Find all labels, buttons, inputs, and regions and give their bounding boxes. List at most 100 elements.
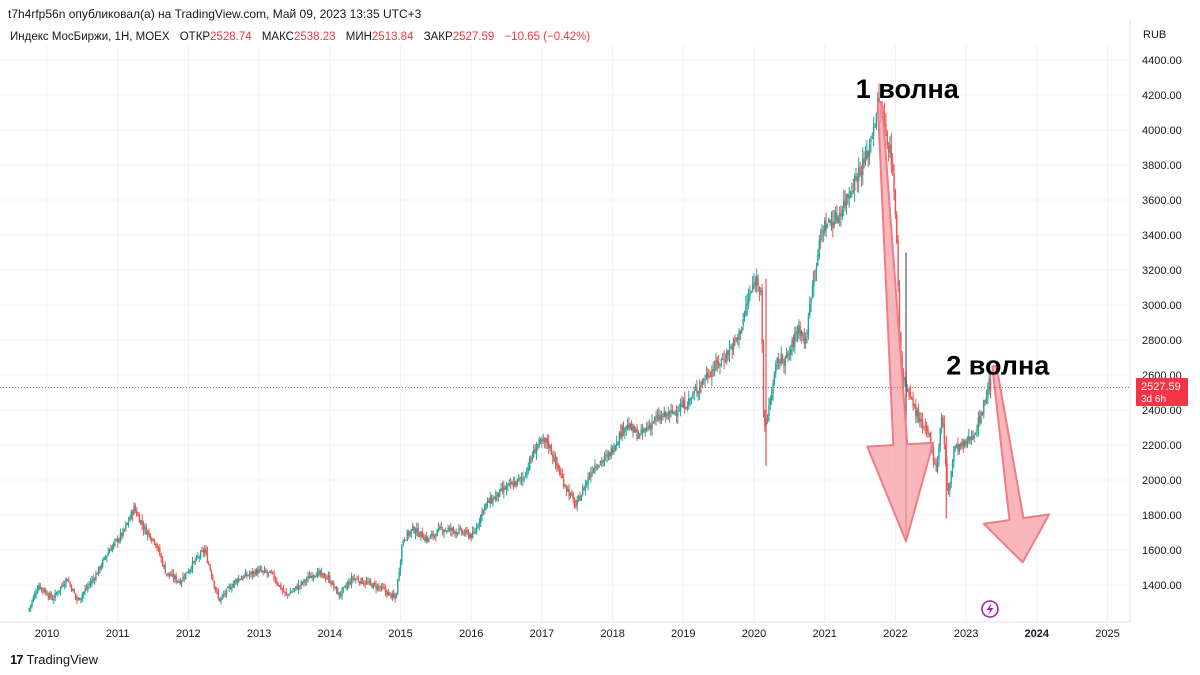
candle-body bbox=[172, 573, 175, 579]
candle-body bbox=[514, 481, 516, 487]
time-tick-label: 2010 bbox=[35, 628, 59, 640]
candle-body bbox=[329, 575, 331, 583]
candle-body bbox=[883, 116, 886, 124]
candle-body bbox=[478, 522, 481, 525]
candle-body bbox=[565, 486, 568, 490]
candle-body bbox=[535, 447, 538, 454]
candle-body bbox=[930, 432, 932, 448]
candle-body bbox=[518, 478, 520, 480]
candle-body bbox=[214, 586, 217, 591]
candle-body bbox=[446, 530, 448, 532]
candle-body bbox=[194, 560, 196, 562]
candle-body bbox=[934, 461, 936, 465]
candle-body bbox=[150, 539, 153, 541]
candle-body bbox=[227, 587, 229, 589]
candle-body bbox=[567, 488, 569, 492]
candle-body bbox=[830, 221, 833, 224]
candle-body bbox=[769, 399, 772, 405]
candle-body bbox=[108, 550, 111, 553]
candle-body bbox=[847, 194, 849, 198]
candle-body bbox=[836, 212, 838, 222]
price-tick-label: 3200.00 bbox=[1142, 265, 1182, 277]
price-tick-label: 4400.00 bbox=[1142, 55, 1182, 67]
candle-body bbox=[909, 392, 912, 397]
candle-body bbox=[716, 359, 718, 364]
candle-body bbox=[713, 369, 716, 372]
candle-body bbox=[327, 576, 330, 578]
candle-body bbox=[726, 351, 728, 362]
candle-body bbox=[504, 487, 506, 490]
candle-body bbox=[202, 550, 205, 553]
candle-body bbox=[974, 433, 977, 435]
candle-body bbox=[855, 176, 857, 178]
candle-body bbox=[853, 175, 856, 191]
candle-body bbox=[235, 579, 237, 582]
candle-body bbox=[766, 414, 769, 422]
candle-body bbox=[46, 591, 48, 596]
candle-body bbox=[148, 532, 150, 534]
lightning-icon[interactable] bbox=[981, 600, 999, 618]
high-label: МАКС bbox=[261, 31, 294, 43]
candle-body bbox=[422, 538, 425, 541]
candle-body bbox=[675, 412, 678, 415]
candle-body bbox=[160, 555, 162, 559]
candle-body bbox=[928, 433, 931, 435]
candle-body bbox=[867, 151, 869, 159]
candle-body bbox=[399, 561, 402, 572]
candle-body bbox=[248, 574, 251, 576]
candle-body bbox=[500, 488, 502, 490]
candle-body bbox=[386, 591, 388, 596]
candle-body bbox=[39, 584, 41, 589]
candle-body bbox=[471, 532, 474, 539]
candle-body bbox=[878, 97, 880, 101]
candle-body bbox=[137, 515, 139, 517]
symbol-name[interactable]: Индекс МосБиржи, 1Н, MOEX bbox=[10, 31, 170, 43]
candle-body bbox=[250, 571, 252, 574]
candle-body bbox=[107, 552, 109, 556]
candle-body bbox=[965, 440, 967, 445]
candle-body bbox=[923, 426, 925, 428]
candle-body bbox=[70, 585, 73, 591]
candle-body bbox=[201, 550, 203, 552]
candle-body bbox=[38, 585, 40, 590]
footer-brand[interactable]: 17 TradingView bbox=[10, 652, 98, 667]
candle-body bbox=[925, 425, 928, 432]
candle-body bbox=[314, 575, 316, 577]
candle-body bbox=[334, 586, 336, 588]
candle-body bbox=[204, 549, 206, 554]
candle-body bbox=[57, 593, 59, 595]
candle-body bbox=[558, 470, 561, 475]
candle-body bbox=[221, 595, 224, 597]
candle-body bbox=[531, 457, 534, 459]
candle-body bbox=[76, 596, 78, 600]
candle-body bbox=[679, 405, 682, 412]
candle-body bbox=[799, 326, 801, 336]
candle-body bbox=[369, 580, 372, 584]
candle-body bbox=[750, 290, 752, 293]
candle-body bbox=[660, 415, 663, 418]
candle-body bbox=[88, 584, 90, 586]
candle-body bbox=[349, 582, 351, 584]
candle-body bbox=[889, 145, 891, 152]
candle-body bbox=[688, 398, 690, 405]
candle-body bbox=[906, 389, 909, 391]
candle-body bbox=[269, 570, 271, 573]
candle-body bbox=[526, 468, 528, 476]
candle-body bbox=[391, 593, 394, 598]
candle-body bbox=[270, 571, 273, 573]
candle-body bbox=[213, 580, 215, 587]
candle-body bbox=[868, 144, 871, 156]
candle-body bbox=[193, 561, 195, 563]
candle-body bbox=[811, 286, 814, 299]
candle-body bbox=[489, 497, 491, 505]
candle-body bbox=[736, 337, 739, 341]
high-value: 2538.23 bbox=[293, 31, 336, 43]
candle-body bbox=[833, 221, 835, 226]
candle-body bbox=[220, 597, 222, 601]
candle-body bbox=[72, 589, 74, 592]
wave-arrows bbox=[866, 100, 1051, 564]
candle-body bbox=[186, 571, 188, 574]
candle-body bbox=[542, 439, 544, 441]
candle-body bbox=[549, 445, 551, 449]
